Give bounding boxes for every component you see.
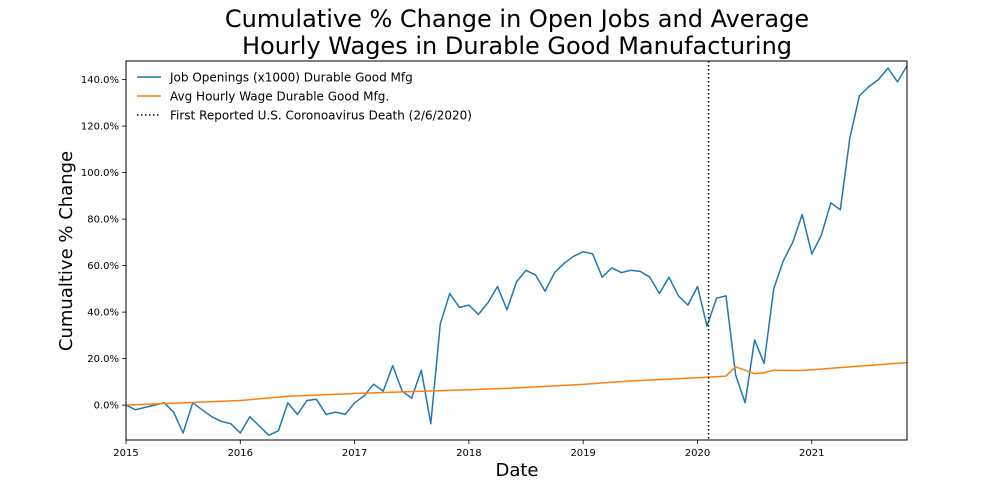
legend-label-1: Avg Hourly Wage Durable Good Mfg.: [170, 90, 389, 104]
y-tick-label: 60.0%: [87, 261, 119, 272]
x-tick-label: 2016: [228, 448, 253, 459]
series-line-0: [126, 64, 907, 437]
x-tick-label: 2017: [342, 448, 367, 459]
x-tick-label: 2021: [799, 448, 824, 459]
x-axis-ticks: 2015 2016 2017 2018 2019 2020 2021: [113, 440, 824, 459]
legend: Job Openings (x1000) Durable Good Mfg Avg…: [137, 71, 472, 123]
y-tick-label: 140.0%: [81, 75, 119, 86]
x-tick-label: 2019: [570, 448, 595, 459]
series-layer: [126, 61, 907, 440]
x-tick-label: 2015: [113, 448, 138, 459]
y-tick-label: 0.0%: [94, 401, 119, 412]
plot-area: 2015 2016 2017 2018 2019 2020 2021 0.0% 20.0% 40…: [81, 60, 908, 459]
chart-title-line-1: Cumulative % Change in Open Jobs and Ave…: [225, 5, 809, 33]
series-line-1: [126, 361, 907, 406]
y-axis-ticks: 0.0% 20.0% 40.0% 60.0% 80.0% 100.0% 120.0% 140.…: [81, 75, 126, 412]
y-axis-label: Cumualtive % Change: [56, 151, 77, 351]
y-tick-label: 100.0%: [81, 168, 119, 179]
y-tick-label: 80.0%: [87, 215, 119, 226]
y-tick-label: 20.0%: [87, 354, 119, 365]
legend-label-0: Job Openings (x1000) Durable Good Mfg: [169, 71, 413, 85]
chart-title-line-2: Hourly Wages in Durable Good Manufacturi…: [242, 32, 792, 60]
y-tick-label: 40.0%: [87, 308, 119, 319]
legend-label-2: First Reported U.S. Coronoavirus Death (…: [170, 109, 472, 123]
x-axis-label: Date: [495, 460, 538, 481]
x-tick-label: 2020: [685, 448, 710, 459]
plot-frame: [125, 60, 908, 441]
x-tick-label: 2018: [456, 448, 481, 459]
y-tick-label: 120.0%: [81, 122, 119, 133]
